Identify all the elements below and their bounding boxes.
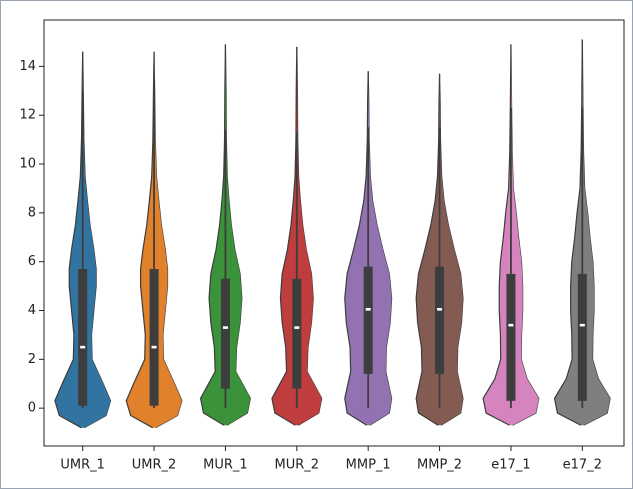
y-tick-label: 4: [28, 303, 36, 318]
median: [365, 307, 371, 311]
violin-left: [54, 51, 84, 429]
violin-left: [344, 71, 369, 426]
box: [292, 278, 302, 389]
x-tick-label: MMP_2: [417, 458, 462, 473]
violin-left: [271, 46, 298, 426]
box: [435, 266, 445, 374]
violin-left: [553, 39, 583, 426]
box: [149, 269, 159, 406]
y-tick-label: 6: [28, 254, 36, 269]
box: [506, 273, 516, 401]
y-tick-label: 0: [28, 401, 36, 416]
box: [220, 278, 230, 389]
violin-left: [415, 73, 441, 426]
x-tick-label: UMR_1: [60, 458, 105, 473]
violin-left: [199, 44, 227, 426]
x-tick-label: MUR_2: [275, 458, 320, 473]
x-tick-label: MUR_1: [203, 458, 248, 473]
x-tick-label: MMP_1: [346, 458, 391, 473]
box: [577, 273, 587, 401]
violin-left: [125, 51, 155, 429]
median: [437, 307, 443, 311]
y-tick-label: 12: [19, 108, 36, 123]
median: [80, 345, 86, 349]
x-tick-label: UMR_2: [132, 458, 177, 473]
median: [579, 323, 585, 327]
y-tick-label: 10: [19, 157, 36, 172]
box: [363, 266, 373, 374]
median: [508, 323, 514, 327]
median: [294, 326, 300, 329]
median: [222, 326, 228, 329]
median: [151, 345, 157, 349]
x-tick-label: e17_2: [563, 458, 602, 473]
y-tick-label: 14: [19, 59, 36, 74]
x-tick-label: e17_1: [491, 458, 530, 473]
plot-area: [43, 19, 625, 447]
violin-left: [482, 44, 512, 426]
box: [78, 269, 88, 406]
y-tick-label: 2: [28, 352, 36, 367]
y-tick-label: 8: [28, 205, 36, 220]
